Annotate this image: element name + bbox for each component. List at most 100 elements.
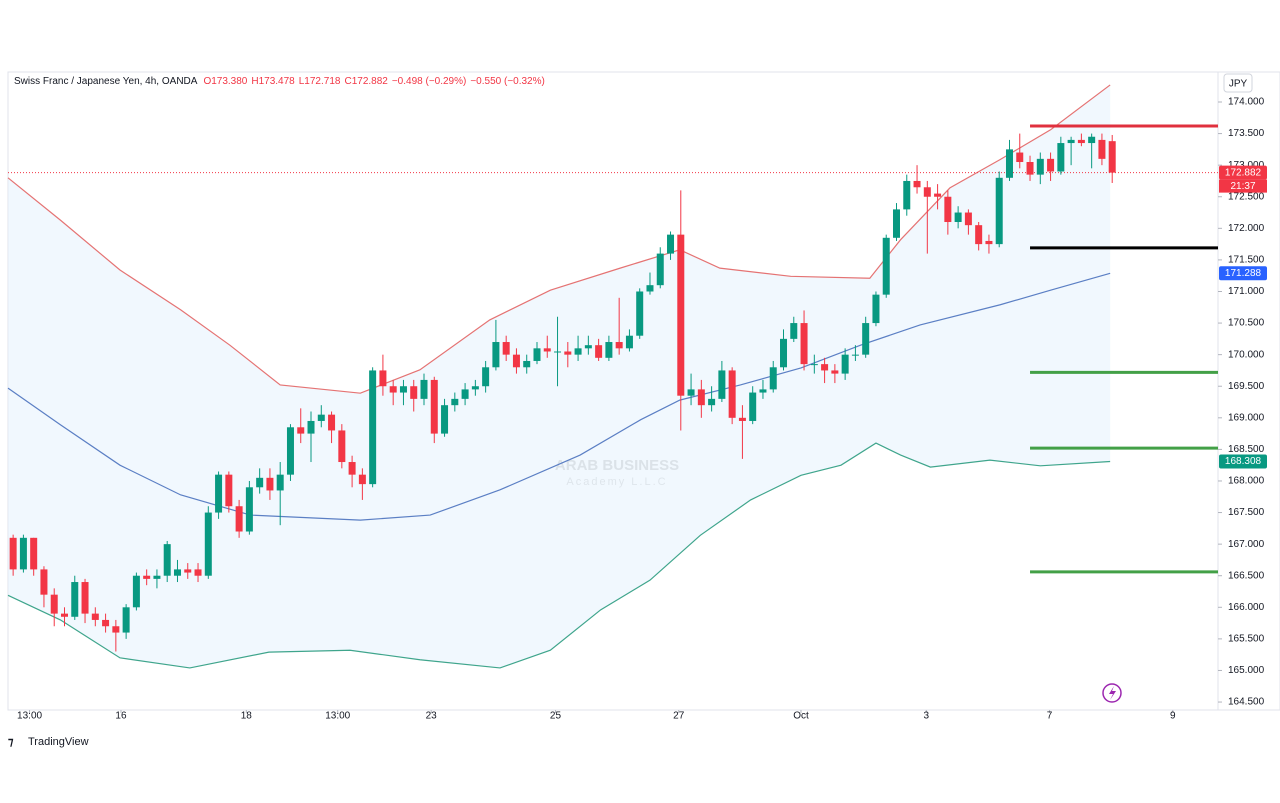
alert-icon[interactable] [1102,683,1122,703]
brand-logo: ⁊ [8,736,14,748]
candle-body [1077,139,1085,144]
y-tick-label: 170.500 [1228,318,1265,329]
candle-body [153,575,161,579]
candle-body [656,253,664,286]
x-tick-label: 16 [115,711,127,722]
x-tick-label: 9 [1170,711,1176,722]
currency-box [1223,73,1253,93]
candle-body [1057,143,1065,172]
candle-body [307,420,315,434]
candle-body [40,569,48,595]
price-label: 171.288 [1225,268,1262,279]
candle-body [769,367,777,390]
candle-body [399,386,407,393]
x-tick-label: 18 [241,711,253,722]
price-label: 168.308 [1225,456,1262,467]
candle-body [451,398,459,406]
candle-body [60,613,68,617]
candle-body [615,342,623,349]
candle-body [19,537,27,570]
candle-body [358,474,366,485]
candle-body [708,398,716,406]
candle-body [1108,141,1116,173]
candle-body [625,335,633,349]
candle-body [348,462,356,475]
candle-body [328,414,336,431]
candle-body [892,209,900,238]
band-line [7,442,1111,669]
candle-body [50,594,58,614]
brand: TradingView [28,736,89,748]
band-line [7,84,1111,394]
y-tick-label: 172.000 [1228,223,1265,234]
candle-body [461,389,469,399]
candle-body [204,512,212,576]
candle-body [780,338,788,368]
candle-body [851,354,859,356]
candle-body [944,196,952,223]
candle-body [646,285,654,292]
x-tick-label: 23 [426,711,438,722]
header-value: −0.498 (−0.29%) [392,76,467,87]
candle-body [266,477,274,491]
y-tick-label: 167.500 [1228,507,1265,518]
band-line [7,272,1111,521]
candle-body [132,575,140,608]
candle-body [471,386,479,390]
y-tick-label: 170.000 [1228,349,1265,360]
candle-body [369,370,377,485]
candle-body [297,427,305,434]
plot: ARAB BUSINESSAcademy L.L.C [7,84,1218,669]
y-tick-label: 171.000 [1228,286,1265,297]
candle-body [502,342,510,355]
candle-body [338,430,346,463]
candle-body [749,392,757,421]
header: Swiss Franc / Japanese Yen, 4h, OANDA O17… [14,76,545,87]
candle-body [1036,158,1044,175]
y-tick-label: 169.500 [1228,381,1265,392]
candle-body [173,569,181,576]
candle-body [934,193,942,197]
candle-body [810,364,818,366]
candle-body [605,342,613,358]
candle-body [800,323,808,365]
price-label-box [1219,454,1267,469]
candle-body [636,291,644,336]
candle-body [1098,139,1106,159]
y-tick-label: 167.000 [1228,539,1265,550]
candle-body [1016,152,1024,163]
candle-body [30,537,38,570]
candle-body [1005,149,1013,178]
alert-bolt [1109,686,1116,700]
y-tick-label: 169.000 [1228,412,1265,423]
candle-body [718,370,726,399]
candle-body [163,544,171,576]
candle-body [1026,162,1034,175]
countdown-box [1219,179,1267,193]
x-tick-label: 25 [550,711,562,722]
x-tick-label: 13:00 [325,711,350,722]
candle-body [677,234,685,396]
y-tick-label: 168.000 [1228,476,1265,487]
y-tick-label: 166.500 [1228,570,1265,581]
candle-body [995,177,1003,245]
x-tick-label: 7 [1047,711,1053,722]
header-value: O173.380 [203,76,247,87]
candle-body [964,212,972,226]
price-label: 172.882 [1225,167,1262,178]
candle-body [441,405,449,434]
y-tick-label: 165.000 [1228,665,1265,676]
candle-body [564,351,572,355]
candle-body [492,342,500,368]
x-tick-label: 27 [673,711,685,722]
x-tick-label: Oct [793,711,809,722]
y-tick-label: 173.500 [1228,128,1265,139]
candle-body [215,474,223,513]
candle-body [1067,139,1075,144]
candle-body [882,237,890,295]
candle-body [923,187,931,197]
candle-body [738,417,746,421]
y-tick-label: 174.000 [1228,97,1265,108]
candle-body [1088,136,1096,144]
